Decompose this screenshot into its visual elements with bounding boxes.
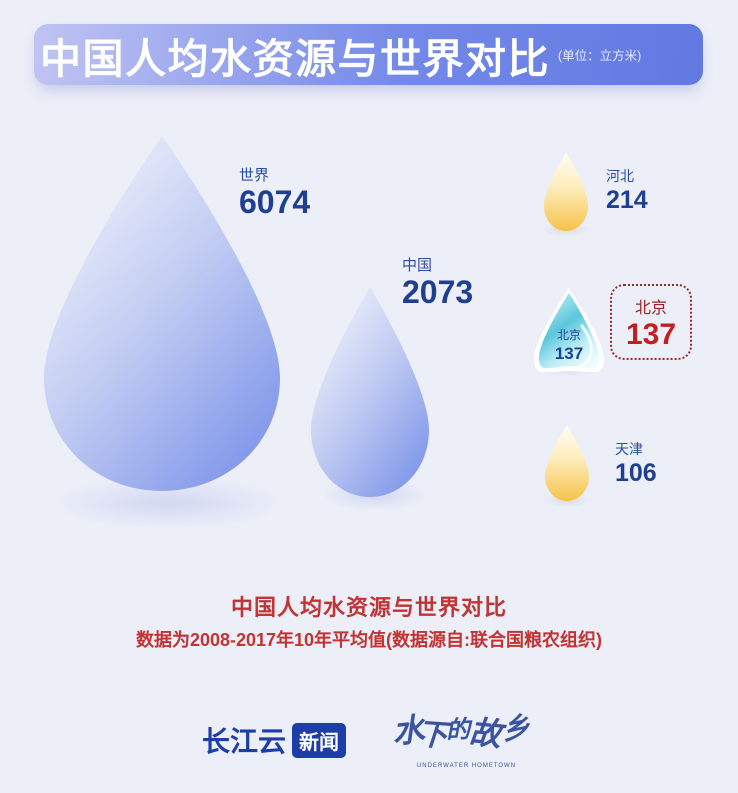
svg-text:乡: 乡 [500,711,533,746]
